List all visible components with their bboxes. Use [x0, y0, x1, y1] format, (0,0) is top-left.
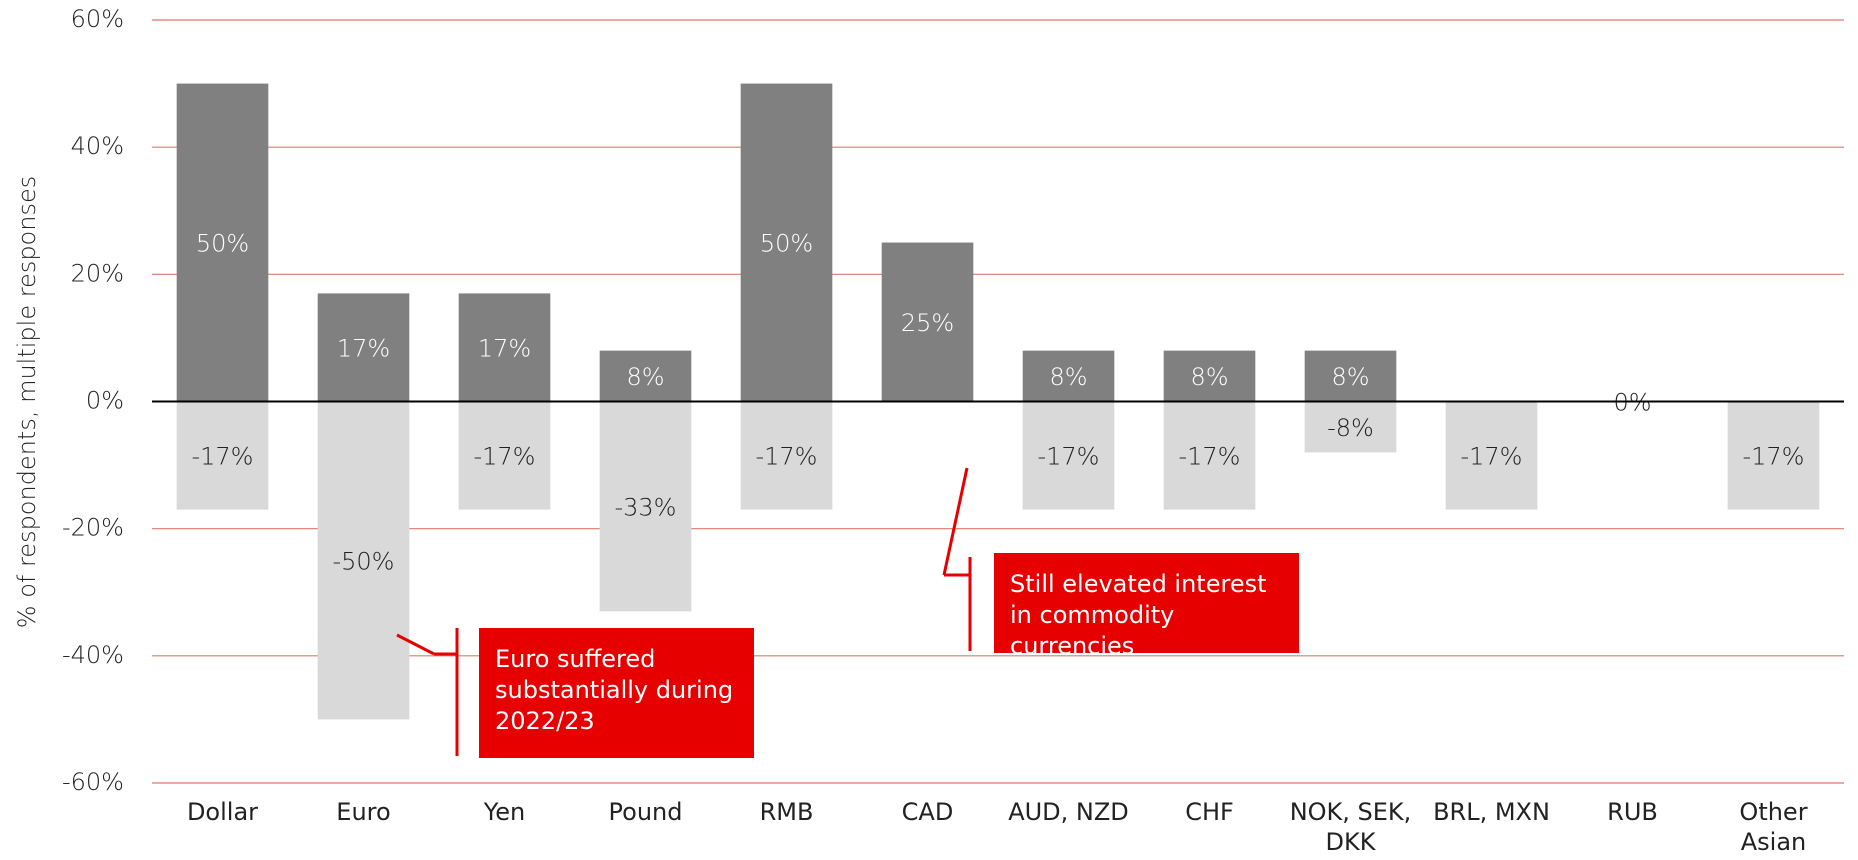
y-tick-label: 20% [71, 259, 124, 287]
bar [1022, 350, 1115, 402]
x-tick-label: Euro [336, 798, 391, 826]
data-label: -50% [332, 547, 394, 575]
data-label: 8% [1190, 363, 1228, 391]
x-tick-label: NOK, SEK, DKK [1289, 798, 1412, 856]
x-tick-label: Dollar [186, 798, 259, 826]
bar [740, 83, 833, 402]
bar [1022, 401, 1115, 510]
x-tick-label: Yen [483, 798, 526, 826]
data-label: -17% [473, 443, 535, 471]
x-tick-label: Pound [608, 798, 683, 826]
bar [599, 401, 692, 612]
data-label: -8% [1327, 414, 1374, 442]
data-label: -17% [1460, 443, 1522, 471]
y-tick-label: 40% [71, 132, 124, 160]
annotation-connector [396, 633, 435, 656]
data-label: 8% [1331, 363, 1369, 391]
data-label: 8% [1049, 363, 1087, 391]
data-label: -33% [614, 493, 676, 521]
bar [599, 350, 692, 402]
x-tick-label: AUD, NZD [1008, 798, 1129, 826]
annotation-connector [942, 467, 969, 576]
x-tick-label: RUB [1607, 798, 1658, 826]
y-tick-label: -40% [62, 641, 124, 669]
data-label: 8% [626, 363, 664, 391]
data-label: -17% [1037, 443, 1099, 471]
bar [740, 401, 833, 510]
data-label: 17% [478, 334, 531, 362]
bar [881, 242, 974, 402]
bar [1304, 401, 1397, 453]
bar [176, 401, 269, 510]
data-label: 50% [760, 230, 813, 258]
bar [1304, 350, 1397, 402]
bar [458, 293, 551, 402]
x-tick-label: CAD [901, 798, 954, 826]
y-axis-label: % of respondents, multiple responses [13, 176, 41, 628]
data-label: 25% [901, 309, 954, 337]
data-label: 50% [196, 230, 249, 258]
y-tick-label: 0% [86, 387, 124, 415]
x-tick-label: BRL, MXN [1433, 798, 1550, 826]
data-label: -17% [191, 443, 253, 471]
y-tick-label: 60% [71, 5, 124, 33]
y-tick-label: -60% [62, 768, 124, 796]
data-label: -17% [755, 443, 817, 471]
bar [1445, 401, 1538, 510]
y-tick-label: -20% [62, 514, 124, 542]
bar [317, 293, 410, 402]
x-tick-label: Other Asian exposure [1718, 798, 1828, 860]
data-label: -17% [1742, 443, 1804, 471]
bar [1727, 401, 1820, 510]
bar [1163, 350, 1256, 402]
data-label: -17% [1178, 443, 1240, 471]
annotation: Still elevated interest in commodity cur… [994, 553, 1299, 660]
data-label: 17% [337, 334, 390, 362]
bar [317, 401, 410, 720]
x-tick-label: RMB [759, 798, 814, 826]
x-tick-label: CHF [1185, 798, 1234, 826]
bar [176, 83, 269, 402]
bar [1163, 401, 1256, 510]
annotation: Euro suffered substantially during 2022/… [479, 628, 754, 758]
bar [458, 401, 551, 510]
